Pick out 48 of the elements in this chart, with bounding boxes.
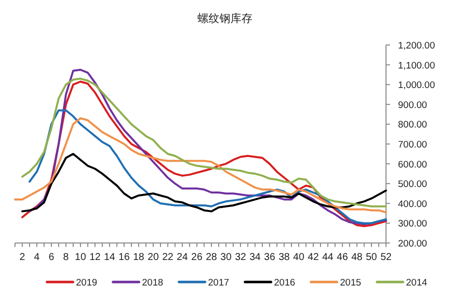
x-tick-label: 12 (89, 252, 102, 263)
y-tick-label: 700.00 (398, 140, 428, 150)
x-tick-label: 26 (191, 252, 203, 263)
x-tick-label: 44 (322, 252, 334, 263)
x-tick-label: 48 (351, 252, 363, 263)
x-tick-label: 4 (34, 252, 40, 263)
y-tick-label: 500.00 (398, 179, 428, 190)
x-tick-label: 6 (48, 252, 55, 263)
legend-label: 2015 (340, 278, 362, 288)
x-tick-label: 50 (366, 252, 378, 263)
x-tick-label: 52 (380, 252, 392, 263)
legend-label: 2017 (208, 278, 230, 288)
line-series (28, 109, 387, 224)
y-tick-label: 200.00 (398, 238, 428, 250)
y-tick-label: 900.00 (398, 100, 428, 111)
y-tick-label: 1,100.00 (398, 60, 435, 72)
x-tick-label: 40 (293, 252, 305, 263)
x-tick-label: 28 (206, 252, 218, 263)
legend-label: 2018 (142, 278, 164, 288)
y-tick-label: 600.00 (398, 159, 428, 170)
x-tick-label: 2 (19, 252, 26, 263)
x-tick-label: 32 (234, 252, 247, 263)
x-tick-label: 30 (220, 252, 232, 263)
line-series (21, 78, 387, 208)
y-tick-label: 1,000.00 (398, 80, 435, 92)
x-tick-label: 8 (63, 252, 70, 263)
legend-label: 2016 (274, 278, 296, 288)
x-tick-label: 10 (74, 252, 86, 263)
legend-label: 2019 (76, 278, 98, 288)
x-tick-label: 34 (249, 252, 262, 263)
line-series (14, 117, 387, 214)
y-tick-label: 300.00 (398, 218, 428, 230)
x-tick-label: 18 (133, 252, 145, 263)
x-tick-label: 14 (104, 252, 116, 263)
x-tick-label: 22 (162, 252, 174, 263)
x-tick-label: 20 (148, 252, 160, 263)
x-tick-label: 36 (264, 252, 276, 263)
legend-label: 2014 (406, 278, 428, 288)
x-tick-label: 16 (118, 252, 130, 263)
x-tick-label: 38 (278, 252, 290, 263)
line-series (21, 152, 387, 212)
x-tick-label: 42 (308, 252, 320, 263)
chart-title: 螺纹钢库存 (198, 12, 252, 25)
y-tick-label: 800.00 (398, 120, 428, 131)
y-tick-label: 1,200.00 (398, 40, 435, 52)
x-tick-label: 24 (176, 252, 188, 263)
x-tick-label: 46 (336, 252, 348, 263)
y-tick-label: 400.00 (398, 198, 428, 210)
